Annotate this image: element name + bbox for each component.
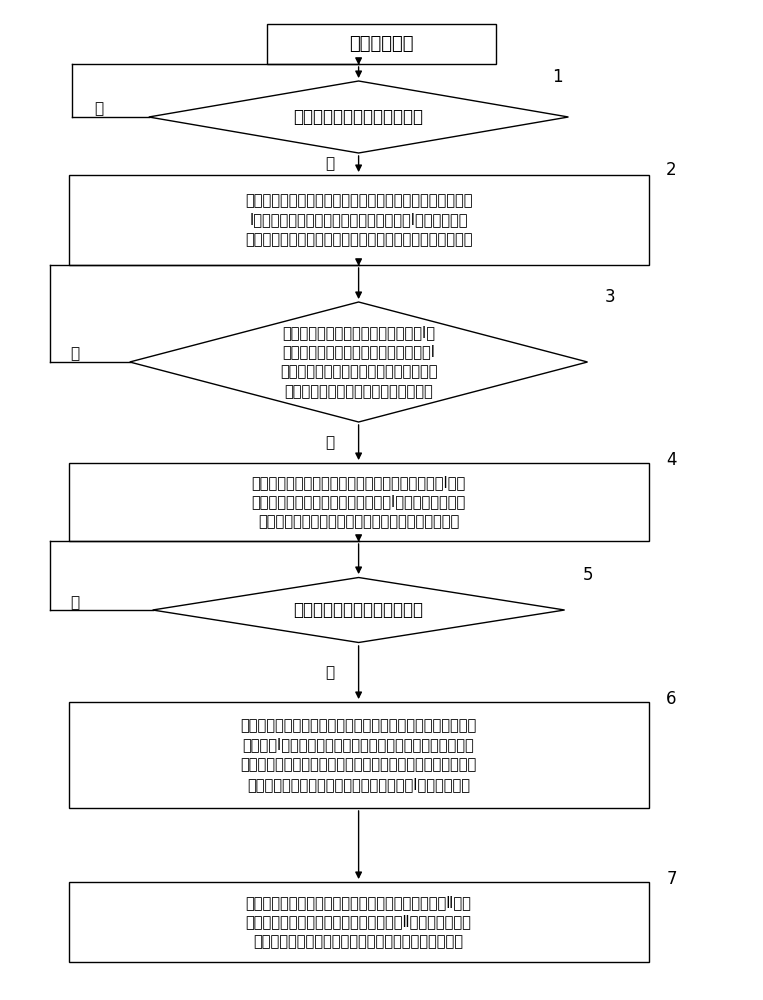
FancyBboxPatch shape — [69, 463, 649, 541]
Text: 否: 否 — [70, 595, 79, 610]
Text: 否: 否 — [95, 102, 104, 116]
Text: 3: 3 — [605, 288, 616, 306]
Text: 否: 否 — [70, 347, 79, 361]
Text: 根据所述吸磁开始指令触发和驱动所述三相晶闸管桥式电路
Ⅰ工作在整流状态，使三相晶闸管桥式电路Ⅰ在第一预设时
间内持续输出正向第一预设电压至起重电磁铁的线圈两端；: 根据所述吸磁开始指令触发和驱动所述三相晶闸管桥式电路 Ⅰ工作在整流状态，使三相晶… — [245, 193, 472, 247]
Text: 根据弱磁指令触发和驱动所述三相晶闸管桥式电路Ⅰ工作
在整流状态，使三相晶闸管桥式电路Ⅰ在第二预设时间内
持续输出正向第三预设电压至起重电磁铁的线圈两端: 根据弱磁指令触发和驱动所述三相晶闸管桥式电路Ⅰ工作 在整流状态，使三相晶闸管桥式… — [252, 475, 465, 529]
FancyBboxPatch shape — [69, 882, 649, 962]
Text: 是: 是 — [325, 435, 334, 450]
Polygon shape — [153, 578, 565, 642]
Text: 检测是否接收到吸磁停止指令: 检测是否接收到吸磁停止指令 — [294, 601, 423, 619]
FancyBboxPatch shape — [69, 175, 649, 265]
Text: 5: 5 — [582, 566, 593, 584]
Text: 6: 6 — [666, 690, 677, 708]
FancyBboxPatch shape — [69, 702, 649, 808]
Text: 4: 4 — [666, 451, 677, 469]
Text: 7: 7 — [666, 870, 677, 888]
Polygon shape — [130, 302, 588, 422]
Polygon shape — [149, 81, 568, 153]
Text: 是: 是 — [325, 156, 334, 172]
Text: 接通三相电源: 接通三相电源 — [349, 35, 414, 53]
Text: 检测是否接收到吸磁开始指令: 检测是否接收到吸磁开始指令 — [294, 108, 423, 126]
Text: 接通三相电源，触发和驱动所述三相晶闸管桥式电路Ⅱ工作
在整流状态，使所述三相晶闸管桥式电路Ⅱ在第三预设时间
内持续输出反向第四预设电压至起重电磁铁的线圈两端: 接通三相电源，触发和驱动所述三相晶闸管桥式电路Ⅱ工作 在整流状态，使所述三相晶闸… — [246, 895, 472, 949]
FancyBboxPatch shape — [267, 24, 496, 64]
Text: 断开三相电源，根据吸磁停止指令触发和驱动所述三相晶闸管
桥式电路Ⅰ工作在有源逆变状态，检测起重电磁铁线圈两端电
压，当起重电磁铁线圈两端电压下降至预设阈值时，延: 断开三相电源，根据吸磁停止指令触发和驱动所述三相晶闸管 桥式电路Ⅰ工作在有源逆变… — [240, 718, 477, 792]
Text: 是: 是 — [325, 665, 334, 680]
Text: 触发和驱动所述三相晶闸管桥式电路Ⅰ工
作在整流状态，使三相晶闸管桥式电路Ⅰ
输出正向第二预设电压至起重电磁铁的线
圈两端，同时检测是否接收到弱磁指令: 触发和驱动所述三相晶闸管桥式电路Ⅰ工 作在整流状态，使三相晶闸管桥式电路Ⅰ 输出… — [280, 325, 437, 399]
Text: 1: 1 — [552, 68, 562, 86]
Text: 2: 2 — [666, 161, 677, 179]
